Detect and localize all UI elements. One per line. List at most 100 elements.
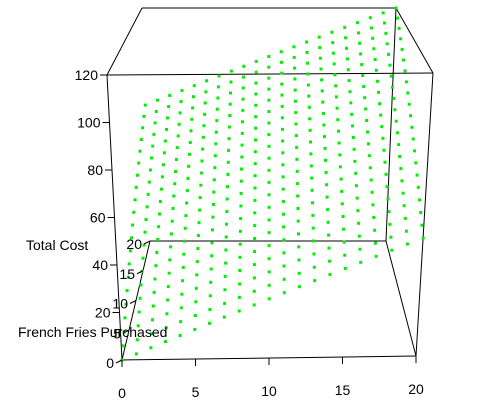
data-point (366, 130, 369, 134)
data-point (253, 150, 257, 154)
data-point (401, 191, 405, 195)
data-point (296, 219, 300, 223)
data-point (393, 108, 397, 112)
data-point (403, 69, 407, 73)
data-point (267, 133, 271, 137)
data-point (192, 84, 196, 88)
data-point (254, 115, 258, 119)
data-point (155, 251, 159, 254)
data-point (347, 79, 351, 83)
data-point (267, 257, 271, 261)
data-point (227, 137, 231, 141)
data-point (239, 217, 243, 221)
data-point (241, 86, 245, 90)
data-point (343, 266, 347, 270)
data-point (281, 127, 284, 131)
data-point (307, 105, 311, 109)
data-point (134, 185, 138, 189)
x-tick-label: 20 (408, 381, 424, 397)
data-point (327, 246, 331, 250)
data-point (151, 318, 154, 322)
data-point (358, 41, 362, 45)
data-point (325, 195, 329, 199)
data-point (311, 213, 315, 217)
data-point (254, 126, 258, 130)
data-point (176, 134, 180, 138)
data-point (217, 74, 221, 78)
data-point (125, 289, 129, 293)
data-point (339, 177, 343, 181)
data-point (149, 346, 153, 350)
data-point (392, 96, 396, 100)
data-point (174, 158, 178, 161)
data-point (210, 241, 214, 245)
data-point (135, 338, 139, 342)
data-point (320, 78, 324, 82)
data-point (267, 65, 271, 69)
data-point (386, 197, 390, 201)
data-point (267, 110, 271, 113)
data-point (225, 210, 229, 213)
data-point (186, 176, 190, 180)
data-point (178, 111, 182, 115)
data-point (382, 148, 386, 152)
data-point (338, 165, 342, 169)
data-point (267, 168, 271, 172)
data-point (224, 261, 228, 265)
data-point (383, 160, 387, 164)
data-point (377, 90, 380, 94)
data-point (398, 155, 402, 158)
data-point (212, 178, 216, 182)
data-point (305, 51, 309, 54)
data-point (185, 201, 189, 205)
z-axis-ticks: 20 40 60 80 100 120 (75, 67, 120, 321)
data-point (151, 144, 155, 148)
data-point (403, 216, 407, 220)
data-point (332, 62, 336, 66)
data-point (413, 149, 416, 153)
data-point (211, 203, 215, 206)
data-point (143, 103, 147, 107)
data-point (175, 146, 179, 150)
data-point (399, 167, 403, 171)
data-point (138, 149, 142, 153)
data-point (368, 166, 372, 170)
data-point (153, 121, 157, 125)
data-point (373, 241, 377, 245)
data-point (229, 80, 233, 84)
data-point (267, 180, 271, 184)
plot-box (106, 7, 434, 361)
data-points (120, 6, 425, 362)
data-point (185, 189, 189, 193)
data-point (383, 21, 386, 25)
data-point (297, 232, 300, 236)
data-point (267, 231, 271, 235)
data-point (172, 194, 176, 198)
data-point (267, 270, 271, 274)
data-point (421, 236, 425, 240)
data-point (267, 144, 271, 148)
data-point (325, 183, 329, 187)
data-point (267, 205, 271, 209)
data-point (179, 306, 183, 310)
data-point (142, 243, 146, 247)
data-point (281, 163, 285, 167)
data-point (390, 85, 394, 89)
data-point (141, 126, 145, 130)
data-point (203, 112, 207, 116)
data-point (281, 175, 285, 179)
data-point (208, 321, 211, 325)
data-point (353, 159, 357, 163)
data-point (312, 265, 316, 269)
data-point (307, 94, 311, 98)
data-point (334, 84, 338, 88)
data-point (414, 161, 418, 165)
data-point (208, 294, 212, 298)
data-point (157, 225, 161, 229)
data-point (282, 225, 286, 229)
data-point (164, 340, 167, 344)
y-tick-label: 5 (113, 325, 121, 341)
data-point (358, 247, 362, 251)
data-point (267, 156, 271, 160)
z-tick-label: 100 (77, 115, 101, 131)
